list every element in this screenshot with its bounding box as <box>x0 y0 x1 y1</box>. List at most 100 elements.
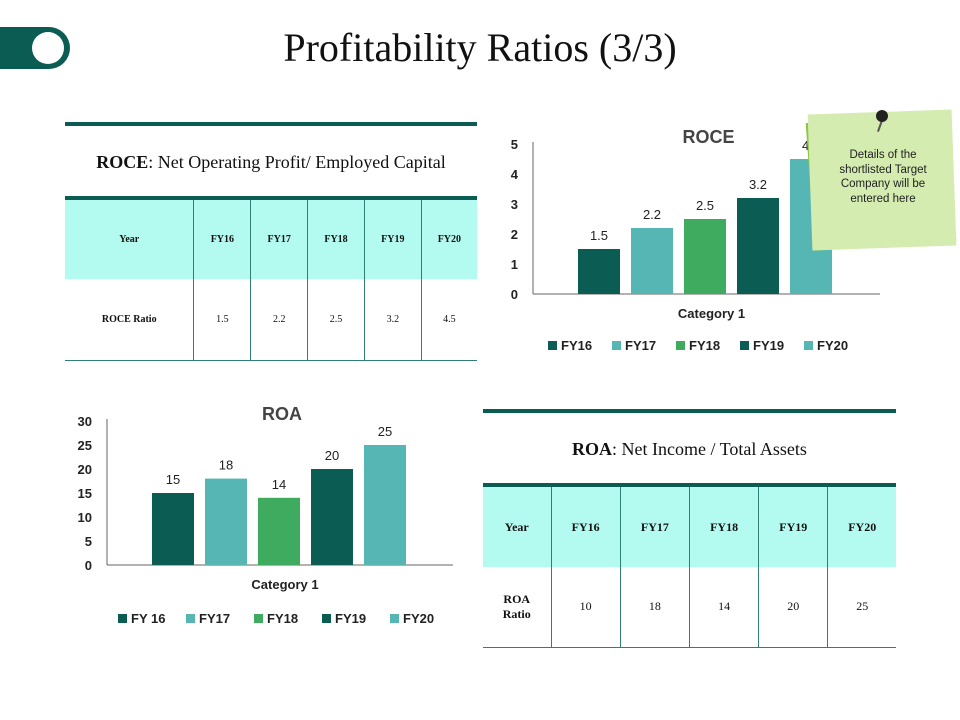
roce-legend-swatch <box>740 341 749 350</box>
roa-y-tick-label: 5 <box>85 534 92 549</box>
roa-value-fy17: 18 <box>620 567 690 648</box>
roa-y-tick-label: 10 <box>78 510 92 525</box>
roce-header-fy19: FY19 <box>364 196 422 279</box>
roce-y-tick-label: 1 <box>511 257 518 272</box>
roce-legend-label: FY17 <box>625 338 656 353</box>
roce-bar-fy16 <box>578 249 620 294</box>
roa-chart-title: ROA <box>262 404 302 424</box>
roa-bar-fy18 <box>258 497 300 565</box>
roa-table-heading: ROA: Net Income / Total Assets <box>483 439 896 460</box>
roa-bar-chart: 0 5 10 15 20 25 30 ROA 15 18 14 20 25 Category 1 FY 16… <box>78 404 453 626</box>
roce-chart-title: ROCE <box>682 127 734 147</box>
roa-header-year: Year <box>483 483 552 567</box>
roce-data-label: 1.5 <box>590 228 608 243</box>
roce-y-tick-label: 5 <box>511 137 518 152</box>
roa-legend-label: FY 16 <box>131 611 165 626</box>
roce-legend-label: FY16 <box>561 338 592 353</box>
roa-value-fy19: 20 <box>758 567 829 648</box>
roce-legend-label: FY18 <box>689 338 720 353</box>
roa-data-label: 15 <box>166 472 180 487</box>
toggle-decoration <box>0 27 70 69</box>
roa-legend-label: FY20 <box>403 611 434 626</box>
sticky-note-text: Details of the shortlisted Target Compan… <box>839 149 927 205</box>
roa-y-tick-label: 0 <box>85 558 92 573</box>
roce-header-year: Year <box>65 196 195 279</box>
roa-legend-label: FY19 <box>335 611 366 626</box>
roa-row-label-line1: ROA <box>503 591 531 606</box>
roa-heading-formula: : Net Income / Total Assets <box>612 439 807 459</box>
roce-data-label: 3.2 <box>749 177 767 192</box>
roa-bar-fy20 <box>364 445 406 565</box>
roce-value-fy18: 2.5 <box>307 279 365 361</box>
roce-bar-fy18 <box>684 219 726 294</box>
roa-table-top-rule <box>483 409 896 413</box>
roce-legend-swatch <box>612 341 621 350</box>
roa-data-label: 20 <box>325 448 339 463</box>
roce-y-tick-label: 0 <box>511 287 518 302</box>
roa-row-label: ROA Ratio <box>483 567 552 648</box>
roa-value-fy16: 10 <box>551 567 621 648</box>
pushpin-icon <box>876 110 888 122</box>
roce-table-header-row: Year FY16 FY17 FY18 FY19 FY20 <box>65 196 477 279</box>
roce-table: Year FY16 FY17 FY18 FY19 FY20 ROCE Ratio… <box>65 196 477 361</box>
roa-bar-fy17 <box>205 478 247 565</box>
roa-legend-label: FY18 <box>267 611 298 626</box>
roa-data-label: 18 <box>219 458 233 473</box>
roa-legend-label: FY17 <box>199 611 230 626</box>
roa-y-tick-label: 30 <box>78 414 92 429</box>
roce-legend-swatch <box>676 341 685 350</box>
roa-y-tick-label: 20 <box>78 462 92 477</box>
toggle-knob <box>32 32 64 64</box>
roa-bar-fy19 <box>311 469 353 565</box>
roa-legend-swatch <box>390 614 399 623</box>
roa-header-fy20: FY20 <box>827 483 896 567</box>
roa-legend-swatch <box>186 614 195 623</box>
roce-header-fy17: FY17 <box>250 196 309 279</box>
roce-y-tick-label: 3 <box>511 197 518 212</box>
roce-value-fy20: 4.5 <box>421 279 477 361</box>
roce-data-label: 2.5 <box>696 198 714 213</box>
roa-y-tick-label: 25 <box>78 438 92 453</box>
roce-heading-formula: : Net Operating Profit/ Employed Capital <box>148 152 446 172</box>
roce-header-fy16: FY16 <box>193 196 252 279</box>
roa-header-fy16: FY16 <box>551 483 621 567</box>
roce-row-label: ROCE Ratio <box>65 279 195 361</box>
roa-table-header-row: Year FY16 FY17 FY18 FY19 FY20 <box>483 483 896 567</box>
roa-heading-term: ROA <box>572 439 613 459</box>
roce-legend-label: FY20 <box>817 338 848 353</box>
roa-bar-fy16 <box>152 493 194 565</box>
roce-value-fy19: 3.2 <box>364 279 422 361</box>
roa-value-fy18: 14 <box>689 567 760 648</box>
roa-header-fy17: FY17 <box>620 483 690 567</box>
roa-table: Year FY16 FY17 FY18 FY19 FY20 ROA Ratio 1… <box>483 483 896 648</box>
roa-header-fy19: FY19 <box>758 483 829 567</box>
roce-header-fy20: FY20 <box>421 196 477 279</box>
roce-heading-term: ROCE <box>96 152 149 172</box>
sticky-note: Details of the shortlisted Target Compan… <box>805 109 958 251</box>
roa-legend-swatch <box>118 614 127 623</box>
roce-header-fy18: FY18 <box>307 196 365 279</box>
slide-title: Profitability Ratios (3/3) <box>283 25 677 70</box>
roce-y-tick-label: 4 <box>511 167 519 182</box>
roa-header-fy18: FY18 <box>689 483 760 567</box>
roce-data-label: 2.2 <box>643 207 661 222</box>
roa-data-label: 14 <box>272 477 286 492</box>
table-row: ROA Ratio 10 18 14 20 25 <box>483 567 896 648</box>
roce-bar-fy19 <box>737 198 779 294</box>
roce-value-fy16: 1.5 <box>193 279 252 361</box>
roa-row-label-line2: Ratio <box>502 606 531 621</box>
roa-value-fy20: 25 <box>827 567 896 648</box>
roa-y-tick-label: 15 <box>78 486 92 501</box>
roce-table-heading: ROCE: Net Operating Profit/ Employed Cap… <box>65 152 477 173</box>
table-row: ROCE Ratio 1.5 2.2 2.5 3.2 4.5 <box>65 279 477 361</box>
roce-legend-label: FY19 <box>753 338 784 353</box>
roce-legend-swatch <box>548 341 557 350</box>
roce-bar-fy17 <box>631 228 673 294</box>
roce-value-fy17: 2.2 <box>250 279 309 361</box>
roce-y-tick-label: 2 <box>511 227 518 242</box>
roa-x-axis-label: Category 1 <box>251 577 318 592</box>
roce-table-top-rule <box>65 122 477 126</box>
roce-legend-swatch <box>804 341 813 350</box>
roce-x-axis-label: Category 1 <box>678 306 745 321</box>
